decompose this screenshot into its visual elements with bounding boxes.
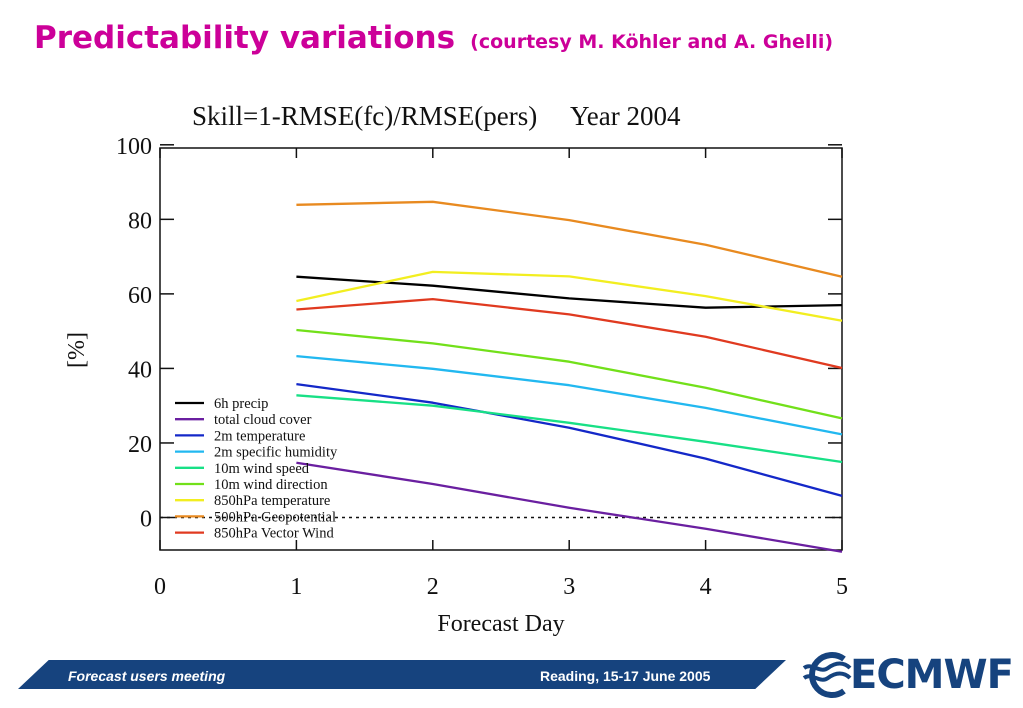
series-line-3 bbox=[296, 354, 843, 436]
legend-item-label: 850hPa temperature bbox=[214, 493, 330, 509]
x-axis-label: Forecast Day bbox=[437, 611, 564, 637]
slide-title: Predictability variations (courtesy M. K… bbox=[34, 20, 833, 56]
x-tick-label: 0 bbox=[154, 574, 166, 600]
y-axis-label: [%] bbox=[64, 332, 90, 368]
plot-area-frame bbox=[159, 147, 843, 551]
legend-item-label: 2m temperature bbox=[214, 428, 305, 444]
ecmwf-logo-icon bbox=[802, 652, 852, 698]
y-tick-label: 0 bbox=[140, 507, 152, 533]
x-tick-label: 2 bbox=[427, 574, 439, 600]
series-line-2 bbox=[296, 382, 843, 498]
slide-title-main: Predictability variations bbox=[34, 20, 456, 56]
chart-title: Skill=1-RMSE(fc)/RMSE(pers) Year 2004 bbox=[192, 101, 681, 131]
x-tick-label: 4 bbox=[700, 574, 712, 600]
footer-bar bbox=[18, 660, 786, 689]
series-lines bbox=[296, 200, 843, 553]
legend-item-label: 850hPa Vector Wind bbox=[214, 526, 334, 542]
footer-location-date: Reading, 15-17 June 2005 bbox=[540, 668, 711, 684]
legend-item-label: total cloud cover bbox=[214, 412, 312, 428]
y-tick-label: 40 bbox=[128, 357, 152, 383]
y-tick-label: 80 bbox=[128, 208, 152, 234]
axis-ticks bbox=[159, 144, 843, 550]
y-tick-labels: 0 20 40 60 80 100 bbox=[116, 134, 152, 533]
series-line-6 bbox=[296, 270, 843, 322]
legend-item-label: 10m wind direction bbox=[214, 477, 328, 493]
legend-item-label: 500hPa Geopotential bbox=[214, 509, 336, 525]
ecmwf-logo-text: ECMWF bbox=[850, 652, 1014, 698]
series-line-5 bbox=[296, 328, 843, 420]
x-tick-label: 5 bbox=[836, 574, 848, 600]
y-tick-label: 60 bbox=[128, 283, 152, 309]
legend-item-label: 6h precip bbox=[214, 396, 268, 412]
series-line-4 bbox=[296, 394, 843, 464]
x-tick-label: 1 bbox=[290, 574, 302, 600]
slide-title-subtitle: (courtesy M. Köhler and A. Ghelli) bbox=[470, 31, 834, 53]
footer-event-name: Forecast users meeting bbox=[68, 668, 226, 684]
legend-item-label: 2m specific humidity bbox=[214, 445, 338, 461]
skill-chart: Skill=1-RMSE(fc)/RMSE(pers) Year 2004 0 2… bbox=[64, 101, 848, 637]
legend-item-label: 10m wind speed bbox=[214, 461, 310, 477]
x-tick-label: 3 bbox=[563, 574, 575, 600]
series-line-1 bbox=[296, 461, 843, 553]
x-tick-labels: 0 1 2 3 4 5 bbox=[154, 574, 848, 600]
y-tick-label: 100 bbox=[116, 134, 152, 160]
y-tick-label: 20 bbox=[128, 432, 152, 458]
series-line-7 bbox=[296, 200, 843, 278]
series-line-8 bbox=[296, 297, 843, 370]
